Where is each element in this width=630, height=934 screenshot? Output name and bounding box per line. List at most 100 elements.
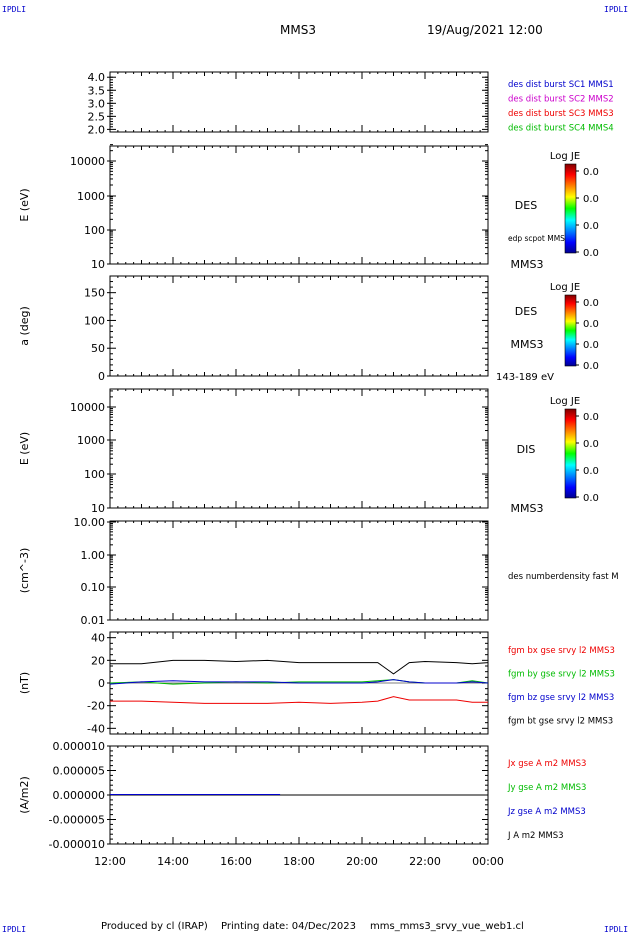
legend-label: des dist burst SC1 MMS1	[508, 80, 614, 90]
legend-label: fgm by gse srvy l2 MMS3	[508, 670, 615, 680]
y-tick-label: -20	[87, 700, 105, 713]
y-tick-label: 3.0	[88, 97, 106, 110]
species-label: DIS	[517, 443, 536, 456]
y-tick-label: 0.01	[81, 614, 106, 627]
x-tick-label: 00:00	[472, 855, 504, 868]
colorbar-tick-label: 0.0	[583, 248, 599, 259]
y-tick-label: 1.00	[81, 549, 106, 562]
y-tick-label: 100	[84, 224, 105, 237]
colorbar-tick-label: 0.0	[583, 466, 599, 477]
corner-label-bottom-right: IPDLI	[604, 925, 628, 934]
y-tick-label: 0.000010	[53, 740, 106, 753]
footer-printed: Printing date: 04/Dec/2023	[221, 921, 356, 932]
y-tick-label: 10	[91, 258, 105, 271]
y-tick-label: 20	[91, 654, 105, 667]
colorbar-tick-label: 0.0	[583, 319, 599, 330]
corner-label-bottom-left: IPDLI	[2, 925, 26, 934]
y-tick-label: -40	[87, 722, 105, 735]
y-tick-label: 10.00	[74, 516, 106, 529]
y-tick-label: 50	[91, 342, 105, 355]
series-line	[110, 696, 488, 704]
spacecraft-label: MMS3	[511, 258, 544, 271]
colorbar-tick-label: 0.0	[583, 221, 599, 232]
colorbar-title: Log JE	[550, 151, 580, 162]
panels-layer: 4.03.53.02.52.0 des dist burst SC1 MMS1 de…	[18, 71, 619, 868]
legend-label: fgm bt gse srvy l2 MMS3	[508, 717, 613, 727]
panel-frame	[109, 520, 489, 621]
legend-label: Jz gse A m2 MMS3	[507, 807, 586, 817]
footer-produced: Produced by cl (IRAP)	[101, 921, 208, 932]
y-tick-label: 3.5	[88, 84, 106, 97]
legend-label: des dist burst SC4 MMS4	[508, 124, 614, 134]
colorbar-tick-label: 0.0	[583, 340, 599, 351]
x-tick-label: 16:00	[220, 855, 252, 868]
legend-label: J A m2 MMS3	[507, 831, 564, 841]
y-axis-label: (nT)	[18, 672, 31, 694]
colorbar-tick-label: 0.0	[583, 298, 599, 309]
y-tick-label: 10000	[70, 401, 105, 414]
y-tick-label: -0.000010	[49, 838, 105, 851]
y-tick-label: 100	[84, 314, 105, 327]
legend-label: fgm bz gse srvy l2 MMS3	[508, 693, 614, 703]
y-tick-label: 40	[91, 632, 105, 645]
panel-frame	[109, 275, 489, 377]
y-tick-label: 10	[91, 502, 105, 515]
y-axis-label: (cm^-3)	[18, 548, 31, 594]
x-tick-label: 22:00	[409, 855, 441, 868]
overlay-label: edp scpot MMS3	[508, 234, 570, 243]
colorbar-title: Log JE	[550, 396, 580, 407]
legend-label: Jy gse A m2 MMS3	[507, 783, 586, 793]
colorbar	[564, 163, 577, 254]
y-tick-label: 2.0	[88, 123, 106, 136]
legend-label: des dist burst SC3 MMS3	[508, 109, 614, 119]
colorbar-tick-label: 0.0	[583, 194, 599, 205]
y-tick-label: 0	[98, 677, 105, 690]
colorbar-tick-label: 0.0	[583, 412, 599, 423]
y-tick-label: 100	[84, 468, 105, 481]
colorbar-tick-label: 0.0	[583, 361, 599, 372]
y-tick-label: -0.000005	[49, 814, 105, 827]
spacecraft-label: MMS3	[511, 502, 544, 515]
colorbar-tick-label: 0.0	[583, 167, 599, 178]
panel-frame	[109, 388, 489, 509]
species-label: DES	[515, 199, 537, 212]
y-tick-label: 0.000000	[53, 789, 106, 802]
y-tick-label: 1000	[77, 434, 105, 447]
corner-label-top-right: IPDLI	[604, 5, 628, 14]
y-tick-label: 0	[98, 370, 105, 383]
legend-label: des numberdensity fast M	[508, 572, 619, 582]
y-axis-label: (A/m2)	[18, 776, 31, 814]
panel-frame	[109, 145, 489, 265]
x-tick-label: 14:00	[157, 855, 189, 868]
spacecraft-label: MMS3	[511, 338, 544, 351]
colorbar	[564, 294, 577, 367]
series-line	[110, 659, 489, 675]
x-tick-label: 18:00	[283, 855, 315, 868]
y-tick-label: 0.000005	[53, 765, 106, 778]
y-axis-label: E (eV)	[18, 188, 31, 221]
y-tick-label: 150	[84, 287, 105, 300]
colorbar-title: Log JE	[550, 282, 580, 293]
legend-label: fgm bx gse srvy l2 MMS3	[508, 646, 615, 656]
species-label: DES	[515, 305, 537, 318]
y-tick-label: 4.0	[88, 71, 106, 84]
colorbar-tick-label: 0.0	[583, 493, 599, 504]
y-tick-label: 1000	[77, 190, 105, 203]
legend-label: des dist burst SC2 MMS2	[508, 95, 614, 105]
y-tick-label: 10000	[70, 155, 105, 168]
spacecraft-title: MMS3	[280, 23, 316, 37]
y-tick-label: 2.5	[88, 110, 106, 123]
legend-label: Jx gse A m2 MMS3	[507, 759, 586, 769]
footer-filename: mms_mms3_srvy_vue_web1.cl	[370, 921, 524, 932]
datetime-title: 19/Aug/2021 12:00	[427, 23, 543, 37]
x-tick-label: 20:00	[346, 855, 378, 868]
y-tick-label: 0.10	[81, 581, 106, 594]
y-axis-label: E (eV)	[18, 432, 31, 465]
x-tick-label: 12:00	[94, 855, 126, 868]
energy-range-label: 143-189 eV	[496, 372, 554, 383]
corner-label-top-left: IPDLI	[2, 5, 26, 14]
y-axis-label: a (deg)	[18, 306, 31, 346]
colorbar	[564, 408, 577, 499]
series-line	[109, 679, 489, 685]
